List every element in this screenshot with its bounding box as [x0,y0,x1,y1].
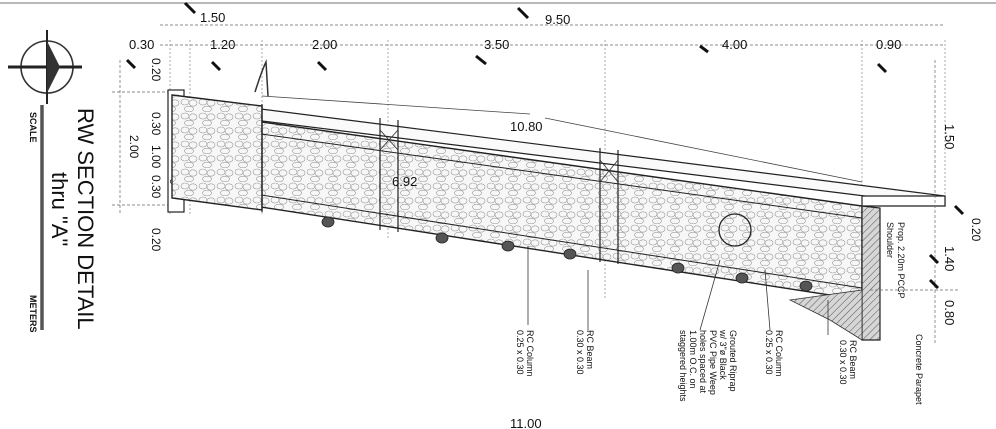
dim-left-2-00: 2.00 [127,135,141,159]
dim-top-4-00: 4.00 [722,37,747,52]
dim-top-1-50: 1.50 [200,10,225,25]
dim-top-3-50: 3.50 [484,37,509,52]
grass-mark [254,59,269,97]
note-riprap-line5: 1.00m O.C. on [688,330,698,389]
note-rc-column-2-line1: RC Column [774,330,784,377]
center-value: 6.92 [392,174,417,189]
dim-left-1-00: 1.00 [149,145,163,169]
note-riprap-line4: holes spaced at [698,330,708,394]
note-riprap-line6: staggered heights [678,330,688,402]
note-parapet: Concrete Parapet [914,334,924,405]
north-arrow-symbol [8,30,82,104]
dim-right-0-20: 0.20 [969,218,983,242]
note-rc-column-2-line2: 0.25 x 0.30 [764,330,774,375]
note-shoulder-line2: Shoulder [885,222,895,258]
hatched-base [788,289,863,341]
scale-label-left: SCALE [28,112,38,143]
dim-left-0-30-a: 0.30 [149,112,163,136]
slope-length: 10.80 [510,119,543,134]
dim-top-2-00: 2.00 [312,37,337,52]
dim-top-9-50: 9.50 [545,12,570,27]
dim-left-0-20-bottom: 0.20 [149,228,163,252]
dim-bottom-11-00: 11.00 [510,416,542,429]
dim-top-0-90: 0.90 [876,37,901,52]
footing [171,94,263,211]
note-rc-beam-1-line2: 0.30 x 0.30 [575,330,585,375]
dim-left-0-20-top: 0.20 [149,58,163,82]
dim-right-1-40: 1.40 [942,246,957,271]
drawing-subtitle: thru "A" [47,172,72,246]
note-rc-beam-2-line2: 0.30 x 0.30 [838,340,848,385]
dim-top-1-20: 1.20 [210,37,235,52]
note-rc-beam-1-line1: RC Beam [585,330,595,369]
concrete-parapet [861,205,881,341]
dim-left-0-30-b: 0.30 [149,175,163,199]
dim-top-0-30: 0.30 [129,37,154,52]
note-riprap-line1: Grouted Riprap [728,330,738,392]
dim-right-1-50: 1.50 [942,124,957,149]
note-rc-column-1-line2: 0.25 x 0.30 [515,330,525,375]
shoulder-slab [861,195,946,207]
note-rc-column-1-line1: RC Column [525,330,535,377]
note-riprap-line2: w/ 3"ø Black [718,329,728,380]
drawing-title: RW SECTION DETAIL [73,108,98,330]
weep-pipe-detail [718,213,752,247]
dim-right-0-80: 0.80 [942,300,957,325]
note-riprap-line3: PVC Pipe Weep [708,330,718,395]
riprap-body [189,111,863,301]
note-shoulder-line1: Prop. 2.20m PCCP [896,222,906,299]
scale-label-right: METERS [28,295,38,333]
note-rc-beam-2-line1: RC Beam [848,340,858,379]
